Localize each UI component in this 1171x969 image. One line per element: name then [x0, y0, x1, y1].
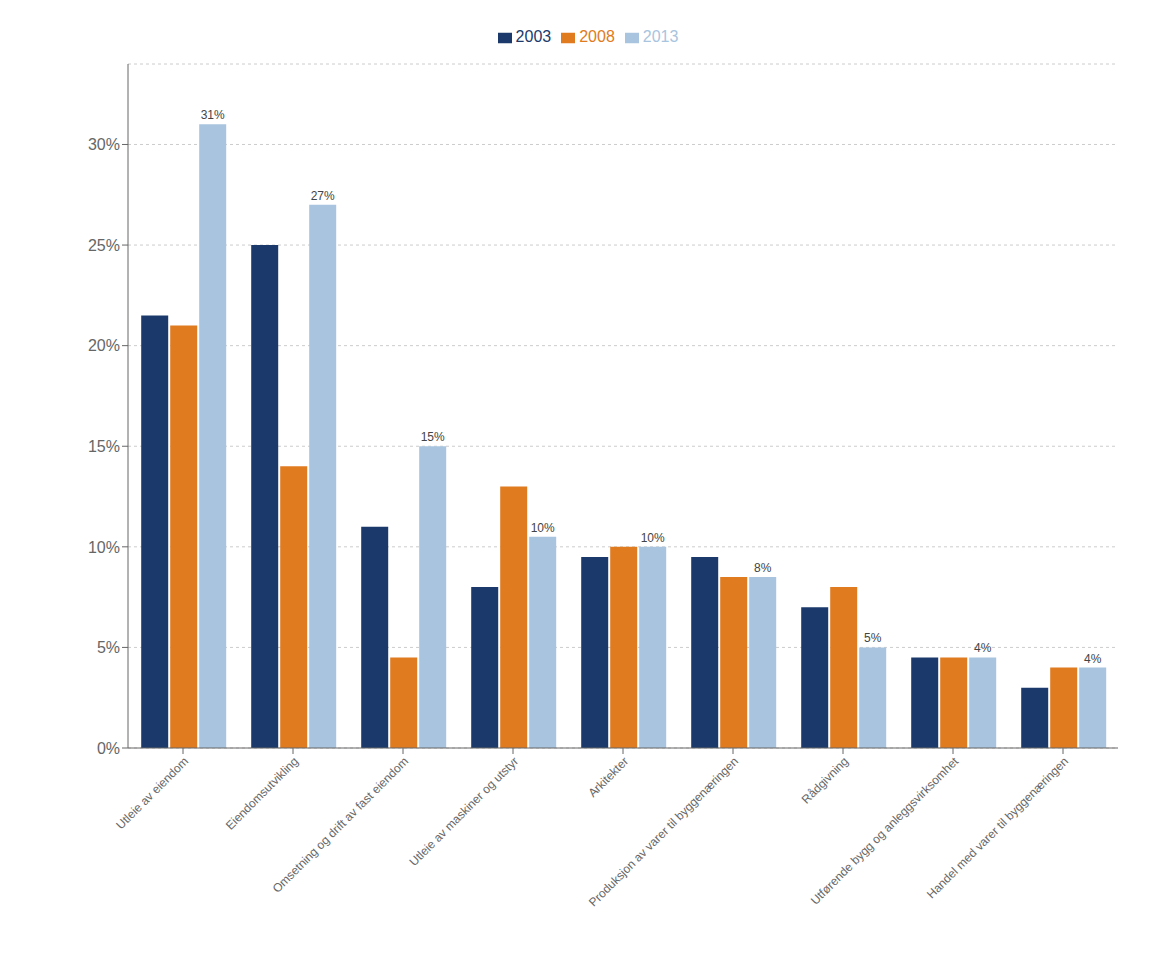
svg-text:Rådgivning: Rådgivning	[799, 754, 851, 806]
svg-text:27%: 27%	[311, 189, 335, 203]
svg-text:Eiendomsutvikling: Eiendomsutvikling	[223, 754, 301, 832]
svg-text:Omsetning og drift av fast eie: Omsetning og drift av fast eiendom	[270, 754, 411, 895]
svg-text:5%: 5%	[864, 631, 882, 645]
svg-text:8%: 8%	[754, 561, 772, 575]
svg-text:30%: 30%	[88, 136, 120, 153]
svg-text:10%: 10%	[88, 539, 120, 556]
svg-text:0%: 0%	[97, 740, 120, 757]
svg-text:Handel med varer til byggenæri: Handel med varer til byggenæringen	[924, 754, 1071, 901]
svg-text:Produksjon av varer til byggen: Produksjon av varer til byggenæringen	[586, 754, 741, 909]
svg-text:15%: 15%	[88, 438, 120, 455]
svg-text:10%: 10%	[641, 531, 665, 545]
svg-text:31%: 31%	[201, 108, 225, 122]
svg-text:5%: 5%	[97, 639, 120, 656]
svg-text:15%: 15%	[421, 430, 445, 444]
svg-text:20%: 20%	[88, 337, 120, 354]
html-text:2013: 2013	[642, 28, 679, 45]
html-text:2008: 2008	[579, 28, 615, 45]
svg-text:Arkitekter: Arkitekter	[585, 754, 631, 800]
svg-text:10%: 10%	[531, 521, 555, 535]
svg-text:25%: 25%	[88, 237, 120, 254]
html-text:2003: 2003	[515, 28, 552, 45]
svg-text:4%: 4%	[1084, 652, 1102, 666]
svg-text:4%: 4%	[974, 641, 992, 655]
svg-text:Utleie av eiendom: Utleie av eiendom	[113, 754, 191, 832]
svg-text:Utleie av maskiner og utstyr: Utleie av maskiner og utstyr	[407, 754, 522, 869]
svg-text:Utførende bygg og anleggsvirks: Utførende bygg og anleggsvirksomhet	[807, 754, 962, 908]
